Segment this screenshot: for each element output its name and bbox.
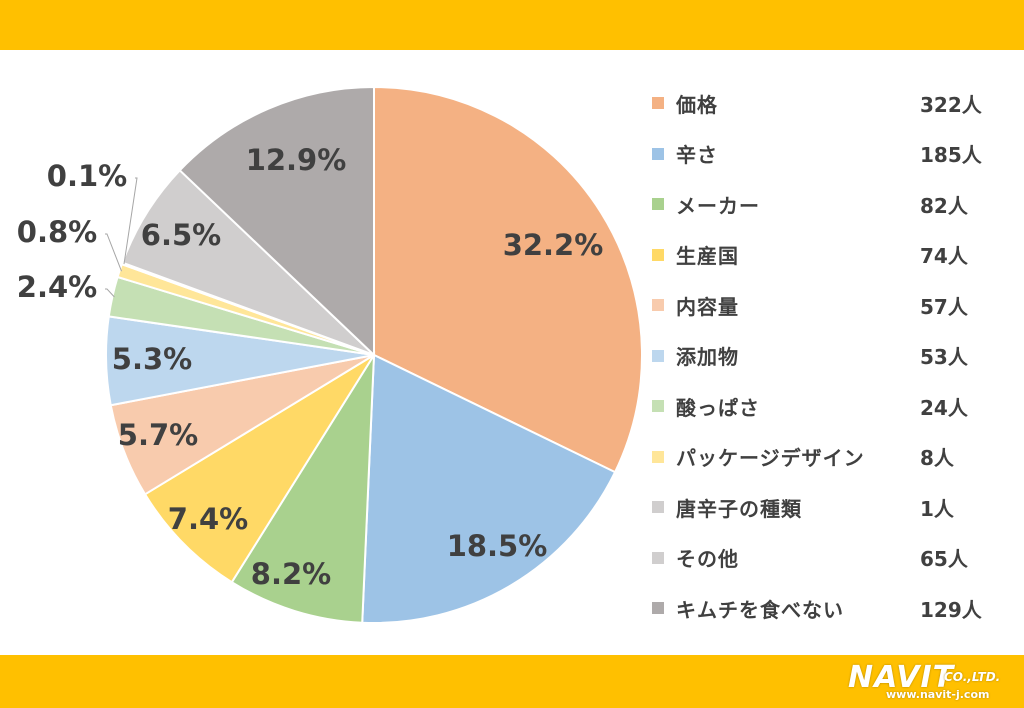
leader-line [105, 233, 122, 272]
legend-count: 185人 [920, 143, 982, 168]
legend-count: 8人 [920, 446, 954, 471]
legend-swatch [652, 97, 664, 110]
top-banner [0, 0, 1024, 50]
legend-count: 74人 [920, 244, 968, 269]
pie-slice [143, 354, 375, 584]
pie-slice [361, 353, 617, 624]
legend-item: キムチを食べない 129人 [652, 583, 997, 634]
logo-suffix: CO.,LTD. [944, 670, 1001, 684]
slice-percent-label: 5.3% [112, 342, 192, 376]
pie-labels: 32.2% 18.5% 8.2%7.4% 5.7% 5.3% 2.4% 0.8% 0.1% 6.… [17, 143, 604, 591]
pie-slice [230, 351, 376, 624]
legend-label: 唐辛子の種類 [676, 496, 802, 521]
legend-label: キムチを食べない [676, 597, 844, 622]
legend-count: 82人 [920, 193, 968, 218]
slice-percent-label: 32.2% [503, 228, 604, 262]
legend-label: メーカー [676, 193, 760, 218]
slice-percent-label: 0.8% [17, 215, 97, 249]
legend-item: パッケージデザイン 8人 [652, 432, 997, 483]
legend-item: 内容量 57人 [652, 280, 997, 331]
slice-percent-label: 0.1% [47, 159, 127, 193]
company-logo: NAVIT CO.,LTD. www.navit-j.com [848, 660, 1018, 704]
legend-swatch [652, 400, 664, 413]
legend-count: 129人 [920, 597, 982, 622]
slice-percent-label: 12.9% [246, 143, 347, 177]
leader-line [105, 288, 115, 298]
legend-count: 322人 [920, 92, 982, 117]
pie-slice [178, 85, 375, 358]
legend-swatch [652, 248, 664, 261]
legend-label: 添加物 [676, 345, 739, 370]
legend-swatch [652, 450, 664, 463]
legend-swatch [652, 551, 664, 564]
legend-swatch [652, 299, 664, 312]
legend-count: 1人 [920, 496, 954, 521]
legend-label: パッケージデザイン [676, 446, 865, 471]
pie-slice [121, 168, 375, 356]
legend-item: 唐辛子の種類 1人 [652, 482, 997, 533]
slice-percent-label: 7.4% [168, 502, 248, 536]
legend-item: 価格 322人 [652, 78, 997, 129]
legend-count: 53人 [920, 345, 968, 370]
legend-item: 辛さ 185人 [652, 129, 997, 180]
legend-item: メーカー 82人 [652, 179, 997, 230]
legend-label: 内容量 [676, 294, 739, 319]
legend-count: 24人 [920, 395, 968, 420]
slice-percent-label: 2.4% [17, 270, 97, 304]
legend-count: 65人 [920, 547, 968, 572]
leader-lines [105, 177, 138, 298]
legend-label: 生産国 [676, 244, 739, 269]
legend-swatch [652, 349, 664, 362]
legend-item: 酸っぱさ 24人 [652, 381, 997, 432]
slice-percent-label: 5.7% [118, 418, 198, 452]
legend-swatch [652, 198, 664, 211]
slice-percent-label: 18.5% [447, 529, 548, 563]
legend-swatch [652, 602, 664, 615]
logo-name: NAVIT [848, 660, 955, 695]
pie-slices [105, 85, 643, 624]
legend-item: 生産国 74人 [652, 230, 997, 281]
legend-label: その他 [676, 547, 739, 572]
pie-slice [373, 85, 643, 474]
legend-item: 添加物 53人 [652, 331, 997, 382]
legend-swatch [652, 501, 664, 514]
legend-label: 辛さ [676, 143, 718, 168]
legend-item: その他 65人 [652, 533, 997, 584]
bottom-banner [0, 655, 1024, 708]
chart-legend: 価格 322人辛さ 185人メーカー 82人生産国 74人内容量 57人添加物 53人酸っぱ… [652, 78, 997, 634]
logo-url: www.navit-j.com [886, 688, 990, 701]
legend-count: 57人 [920, 294, 968, 319]
slice-percent-label: 8.2% [251, 557, 331, 591]
slice-percent-label: 6.5% [141, 218, 221, 252]
legend-label: 価格 [676, 92, 718, 117]
legend-swatch [652, 147, 664, 160]
legend-label: 酸っぱさ [676, 395, 760, 420]
leader-line [123, 177, 138, 265]
